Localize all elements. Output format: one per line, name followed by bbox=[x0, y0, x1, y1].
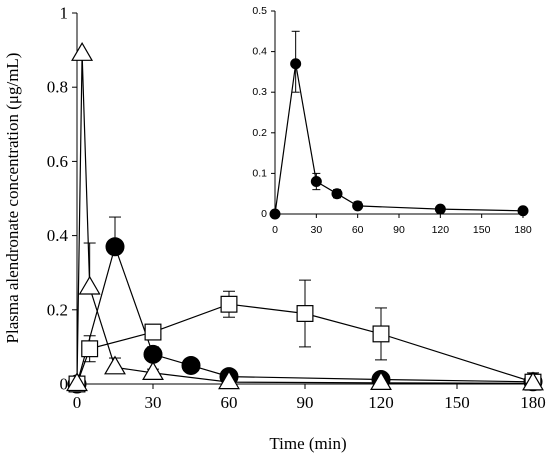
main-point-open-square bbox=[220, 295, 238, 313]
main-y-tick-label: 0.6 bbox=[47, 152, 68, 171]
inset-x-tick-label: 90 bbox=[393, 224, 405, 236]
main-point-filled-circle bbox=[105, 237, 125, 257]
inset-y-tick-label: 0.1 bbox=[252, 167, 267, 179]
inset-point-filled-circle bbox=[434, 203, 446, 215]
inset-series-line bbox=[274, 63, 524, 215]
inset-y-tick-label: 0.5 bbox=[252, 5, 267, 17]
inset-point-filled-circle bbox=[269, 208, 281, 220]
main-point-open-square bbox=[296, 305, 314, 322]
inset-x-tick-label: 180 bbox=[514, 224, 532, 236]
main-point-open-triangle bbox=[522, 371, 544, 391]
main-y-tick-label: 0.2 bbox=[47, 300, 68, 319]
inset-y-tick-label: 0.3 bbox=[252, 86, 267, 98]
inset-x-tick-label: 30 bbox=[310, 224, 322, 236]
main-y-tick-label: 0.4 bbox=[47, 226, 69, 245]
main-point-open-triangle bbox=[71, 42, 94, 61]
main-point-open-triangle bbox=[66, 372, 88, 392]
inset-point-filled-circle bbox=[290, 58, 302, 70]
main-x-tick-label: 30 bbox=[145, 393, 162, 412]
main-point-open-square bbox=[372, 325, 390, 343]
main-point-open-triangle bbox=[218, 370, 240, 390]
main-x-tick-label: 90 bbox=[297, 393, 314, 412]
main-x-tick-label: 180 bbox=[520, 393, 546, 412]
main-y-tick-label: 0.8 bbox=[47, 78, 68, 97]
main-series-open-square bbox=[68, 279, 542, 393]
inset-x-tick-label: 150 bbox=[473, 224, 491, 236]
main-x-tick-label: 60 bbox=[221, 393, 238, 412]
main-x-tick-label: 120 bbox=[368, 393, 394, 412]
main-x-tick-label: 150 bbox=[444, 393, 470, 412]
inset-plot: 0 30 60 90 120 150 180 0 0.1 0.2 0.3 0.4 0.5 bbox=[252, 5, 532, 236]
inset-x-tick-label: 0 bbox=[272, 224, 278, 236]
inset-point-filled-circle bbox=[517, 205, 529, 217]
main-point-open-triangle bbox=[142, 361, 164, 380]
main-y-tick-label: 1 bbox=[60, 4, 69, 23]
inset-x-tick-label: 120 bbox=[432, 224, 450, 236]
main-plot: 0 30 60 90 120 150 180 0 0.2 0.4 0.6 0.8 1 bbox=[47, 4, 546, 413]
main-x-tick-label: 0 bbox=[73, 393, 82, 412]
main-point-open-square bbox=[144, 323, 162, 341]
main-series-open-triangle bbox=[66, 42, 544, 392]
main-y-tick-label: 0 bbox=[60, 375, 69, 394]
main-point-open-square bbox=[81, 340, 99, 358]
main-point-open-triangle bbox=[104, 355, 126, 375]
inset-y-tick-label: 0.2 bbox=[252, 127, 267, 139]
main-series-line bbox=[76, 53, 534, 385]
main-point-open-triangle bbox=[78, 275, 101, 295]
inset-y-tick-label: 0.4 bbox=[252, 46, 267, 58]
inset-series-filled-circle bbox=[269, 30, 529, 220]
inset-point-filled-circle bbox=[352, 200, 364, 212]
inset-point-filled-circle bbox=[331, 188, 343, 200]
main-point-filled-circle bbox=[143, 344, 163, 364]
inset-y-tick-label: 0 bbox=[261, 208, 267, 220]
main-point-filled-circle bbox=[181, 355, 201, 375]
main-point-open-triangle bbox=[370, 371, 392, 390]
inset-x-tick-label: 60 bbox=[352, 224, 364, 236]
y-axis-title: Plasma alendronate concentration (μg/mL) bbox=[3, 53, 22, 344]
x-axis-title: Time (min) bbox=[269, 434, 346, 453]
inset-point-filled-circle bbox=[310, 176, 322, 188]
